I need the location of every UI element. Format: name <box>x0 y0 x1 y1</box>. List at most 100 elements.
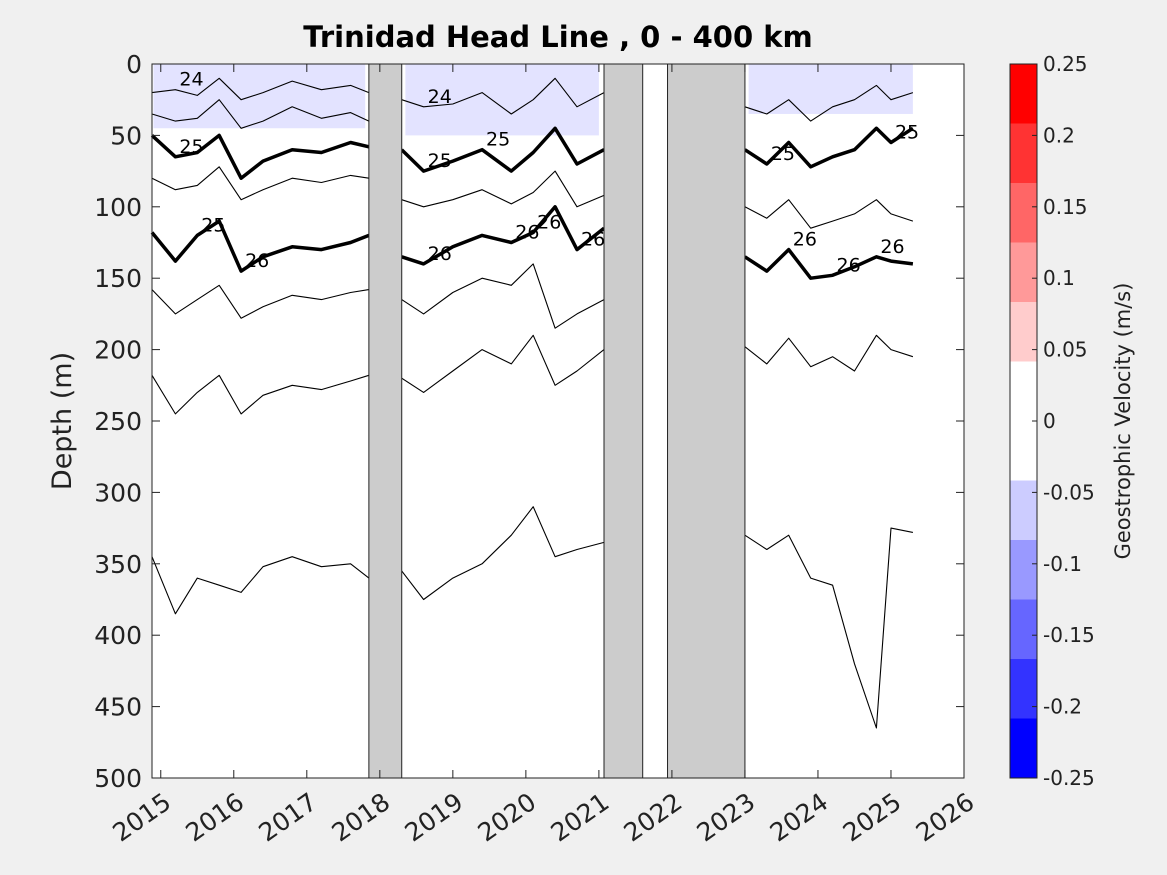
isopycnal-line <box>744 334 914 372</box>
colorbar-tick-label: -0.25 <box>1043 766 1095 790</box>
colorbar-tick-label: 0 <box>1043 409 1056 433</box>
contour-label: 26 <box>515 222 539 244</box>
isopycnal-line <box>401 334 605 393</box>
colorbar-swatch <box>1010 183 1037 243</box>
y-tick-label: 500 <box>94 764 142 793</box>
colorbar-tick-label: 0.1 <box>1043 266 1075 290</box>
colorbar-tick-label: -0.15 <box>1043 623 1095 647</box>
isopycnal-line <box>401 263 605 329</box>
isopycnal-line <box>150 133 370 180</box>
contour-label: 26 <box>537 212 561 234</box>
isopycnal-line <box>400 126 605 173</box>
isopycnal-line <box>151 284 369 319</box>
colorbar-swatch <box>1010 242 1037 303</box>
colorbar-swatch <box>1010 123 1037 184</box>
colorbar-swatch <box>1010 64 1037 124</box>
colorbar-swatch <box>1010 540 1037 600</box>
data-gap <box>667 63 746 779</box>
y-tick-label: 50 <box>110 121 142 150</box>
x-tick-label: 2015 <box>107 787 176 847</box>
contour-label: 25 <box>895 122 919 144</box>
contour-label: 26 <box>837 254 861 276</box>
y-tick-label: 100 <box>94 193 142 222</box>
colorbar-label: Geostrophic Velocity (m/s) <box>1111 283 1135 560</box>
colorbar-swatch <box>1010 302 1037 362</box>
isopycnal-line <box>744 84 914 122</box>
contour-label: 26 <box>880 236 904 258</box>
isopycnal-line <box>401 205 606 266</box>
x-tick-label: 2017 <box>253 787 322 847</box>
data-gap <box>368 63 403 779</box>
y-axis-label: Depth (m) <box>47 352 78 490</box>
x-tick-label: 2016 <box>180 787 249 847</box>
velocity-patch <box>405 64 599 136</box>
data-gap <box>603 63 644 779</box>
contour-label: 25 <box>201 214 225 236</box>
isopycnal-line <box>401 77 605 115</box>
x-tick-label: 2020 <box>473 787 542 847</box>
colorbar: 0.25 0.2 0.15 0.1 0.05 0 -0.05 -0.1 -0.15 -0.2 -0.… <box>1009 52 1095 790</box>
y-tick-label: 250 <box>94 407 142 436</box>
colorbar-tick-label: 0.2 <box>1043 123 1075 147</box>
contour-label: 24 <box>179 69 203 91</box>
y-tick-label: 450 <box>94 693 142 722</box>
y-axis: 0 50 100 150 200 250 300 350 400 450 500 <box>94 50 964 793</box>
plot-background <box>152 64 964 778</box>
y-tick-label: 400 <box>94 621 142 650</box>
x-tick-label: 2025 <box>838 787 907 847</box>
velocity-shading <box>153 64 913 136</box>
contour-label: 26 <box>245 250 269 272</box>
colorbar-tick-label: 0.25 <box>1043 52 1088 76</box>
isopycnal-line <box>151 374 370 415</box>
y-tick-label: 350 <box>94 550 142 579</box>
colorbar-tick-label: -0.2 <box>1043 695 1082 719</box>
contour-label: 25 <box>771 143 795 165</box>
colorbar-tick-label: 0.05 <box>1043 338 1088 362</box>
isopycnal-line <box>151 166 369 201</box>
isopycnal-line <box>151 77 370 101</box>
contour-label: 26 <box>581 229 605 251</box>
y-tick-label: 300 <box>94 478 142 507</box>
colorbar-swatch <box>1010 718 1037 779</box>
y-tick-label: 0 <box>126 50 142 79</box>
isopycnal-line <box>743 126 914 169</box>
contour-label: 25 <box>428 150 452 172</box>
colorbar-swatch <box>1010 599 1037 660</box>
colorbar-swatch <box>1010 480 1037 541</box>
colorbar-swatch <box>1010 361 1037 422</box>
contour-label: 25 <box>179 136 203 158</box>
contour-label: 26 <box>428 243 452 265</box>
x-tick-label: 2019 <box>400 787 469 847</box>
colorbar-tick-label: -0.1 <box>1043 552 1082 576</box>
x-tick-label: 2021 <box>546 787 615 847</box>
isopycnal-line <box>150 219 370 273</box>
colorbar-tick-label: -0.05 <box>1043 480 1095 504</box>
x-tick-label: 2026 <box>911 787 980 847</box>
contour-label: 25 <box>486 129 510 151</box>
colorbar-swatch <box>1010 659 1037 719</box>
isopycnal-contours <box>150 77 914 729</box>
y-tick-label: 150 <box>94 264 142 293</box>
isopycnal-line <box>401 170 605 208</box>
velocity-patch <box>748 64 913 114</box>
isopycnal-line <box>151 99 370 129</box>
x-tick-label: 2023 <box>692 787 761 847</box>
isopycnal-line <box>401 506 605 601</box>
x-tick-label: 2022 <box>619 787 688 847</box>
data-gap-shading <box>368 63 746 779</box>
x-tick-label: 2024 <box>765 787 834 847</box>
isopycnal-line <box>744 199 914 229</box>
isopycnal-line <box>744 527 914 729</box>
colorbar-tick-label: 0.15 <box>1043 195 1088 219</box>
colorbar-swatch <box>1010 421 1037 481</box>
isopycnal-line <box>743 247 914 280</box>
contour-label: 24 <box>428 86 452 108</box>
isopycnal-line <box>151 556 370 615</box>
contour-label: 26 <box>793 229 817 251</box>
y-tick-label: 200 <box>94 336 142 365</box>
x-tick-label: 2018 <box>327 787 396 847</box>
chart-title: Trinidad Head Line , 0 - 400 km <box>303 20 812 54</box>
